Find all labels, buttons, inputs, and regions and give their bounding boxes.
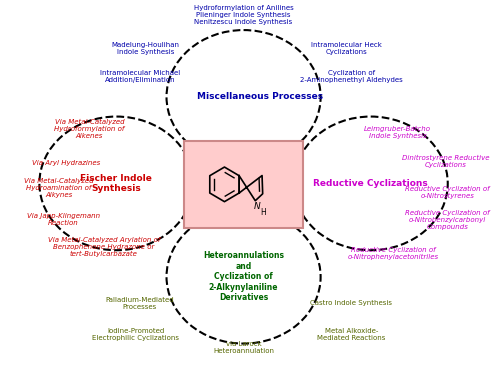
Text: Miscellaneous Processes: Miscellaneous Processes: [197, 92, 323, 101]
Text: Dinitrostyrene Reductive
Cyclizations: Dinitrostyrene Reductive Cyclizations: [402, 155, 490, 168]
Text: via Larock
Heteroannulation: via Larock Heteroannulation: [213, 341, 274, 354]
Text: Reductive Cyclizations: Reductive Cyclizations: [314, 179, 428, 188]
Text: Intramolecular Heck
Cyclizations: Intramolecular Heck Cyclizations: [311, 42, 382, 55]
Text: Reductive Cyclization of
o-Nitrobenzylcarbonyl
Compounds: Reductive Cyclization of o-Nitrobenzylca…: [406, 210, 490, 230]
Text: Cyclization of
2-Aminophenethyl Aldehydes: Cyclization of 2-Aminophenethyl Aldehyde…: [300, 70, 403, 83]
Text: Reductive Cyclization of
o-Nitrophenylacetonitriles: Reductive Cyclization of o-Nitrophenylac…: [348, 247, 438, 260]
Text: Via Aryl Hydrazines: Via Aryl Hydrazines: [32, 160, 100, 166]
Text: Castro Indole Synthesis: Castro Indole Synthesis: [310, 300, 392, 306]
Text: H: H: [260, 208, 266, 217]
Text: Reductive Cyclization of
o-Nitrostyrenes: Reductive Cyclization of o-Nitrostyrenes: [406, 186, 490, 199]
Text: N: N: [254, 202, 260, 211]
Text: Intramolecular Michael
Addition/Elimination: Intramolecular Michael Addition/Eliminat…: [100, 70, 180, 83]
Text: Iodine-Promoted
Electrophilic Cyclizations: Iodine-Promoted Electrophilic Cyclizatio…: [92, 328, 179, 341]
Text: Heteroannulations
and
Cyclization of
2-Alkynylaniline
Derivatives: Heteroannulations and Cyclization of 2-A…: [203, 251, 284, 302]
Text: Metal Alkoxide-
Mediated Reactions: Metal Alkoxide- Mediated Reactions: [318, 328, 386, 341]
Text: Via Metal-Catalyzed Arylation of
Benzophenone Hydrazone or
tert-Butylcarbazate: Via Metal-Catalyzed Arylation of Benzoph…: [48, 237, 160, 257]
Text: Fischer Indole
Synthesis: Fischer Indole Synthesis: [80, 174, 152, 193]
Text: Madelung-Houlihan
Indole Synthesis: Madelung-Houlihan Indole Synthesis: [112, 42, 180, 55]
Text: Via Metal-Catalyzed
Hydroamination of
Alkynes: Via Metal-Catalyzed Hydroamination of Al…: [24, 178, 94, 198]
Text: Via Japp-Klingemann
Reaction: Via Japp-Klingemann Reaction: [27, 213, 100, 226]
Text: Hydroformylation of Anilines
Plieninger Indole Synthesis
Nenitzescu Indole Synth: Hydroformylation of Anilines Plieninger …: [194, 5, 294, 25]
FancyBboxPatch shape: [184, 141, 304, 228]
Text: Leimgruber-Batcho
Indole Synthesis: Leimgruber-Batcho Indole Synthesis: [364, 126, 431, 139]
Text: Palladium-Mediated
Processes: Palladium-Mediated Processes: [105, 297, 174, 310]
Text: Via Metal-Catalyzed
Hydroformylation of
Alkenes: Via Metal-Catalyzed Hydroformylation of …: [54, 119, 124, 139]
